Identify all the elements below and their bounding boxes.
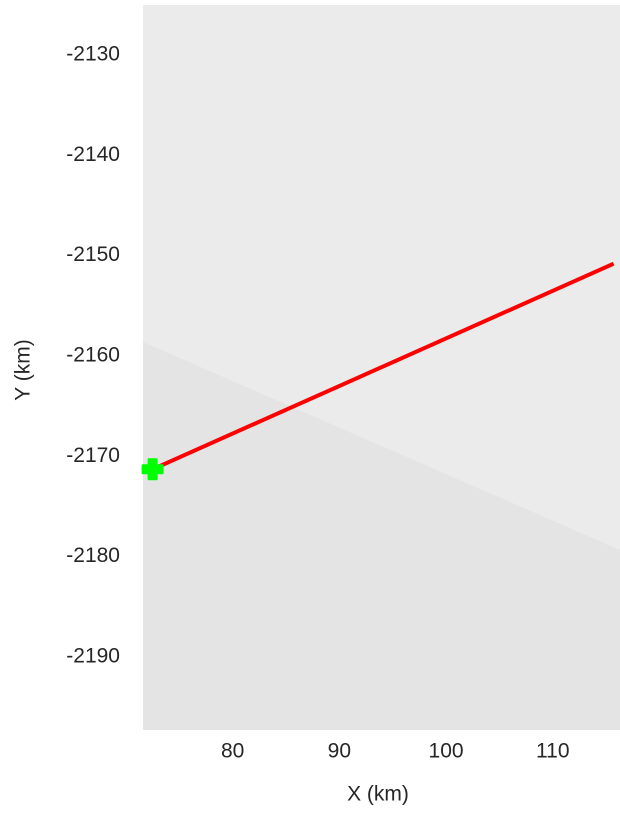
y-tick-label: -2170 — [66, 444, 120, 467]
y-tick-label: -2130 — [66, 43, 120, 66]
y-tick-label: -2160 — [66, 344, 120, 367]
x-axis-label: X (km) — [347, 783, 409, 806]
y-axis-label: Y (km) — [12, 339, 35, 400]
y-tick-label: -2190 — [66, 644, 120, 667]
x-tick-label: 110 — [536, 740, 569, 763]
plot-region — [143, 5, 620, 550]
y-tick-label: -2150 — [66, 243, 120, 266]
start-marker — [141, 458, 164, 481]
x-tick-label: 100 — [429, 740, 464, 763]
x-tick-label: 80 — [221, 740, 244, 763]
line — [151, 261, 615, 472]
y-tick-label: -2140 — [66, 143, 120, 166]
x-tick-label: 90 — [328, 740, 351, 763]
y-tick-label: -2180 — [66, 544, 120, 567]
